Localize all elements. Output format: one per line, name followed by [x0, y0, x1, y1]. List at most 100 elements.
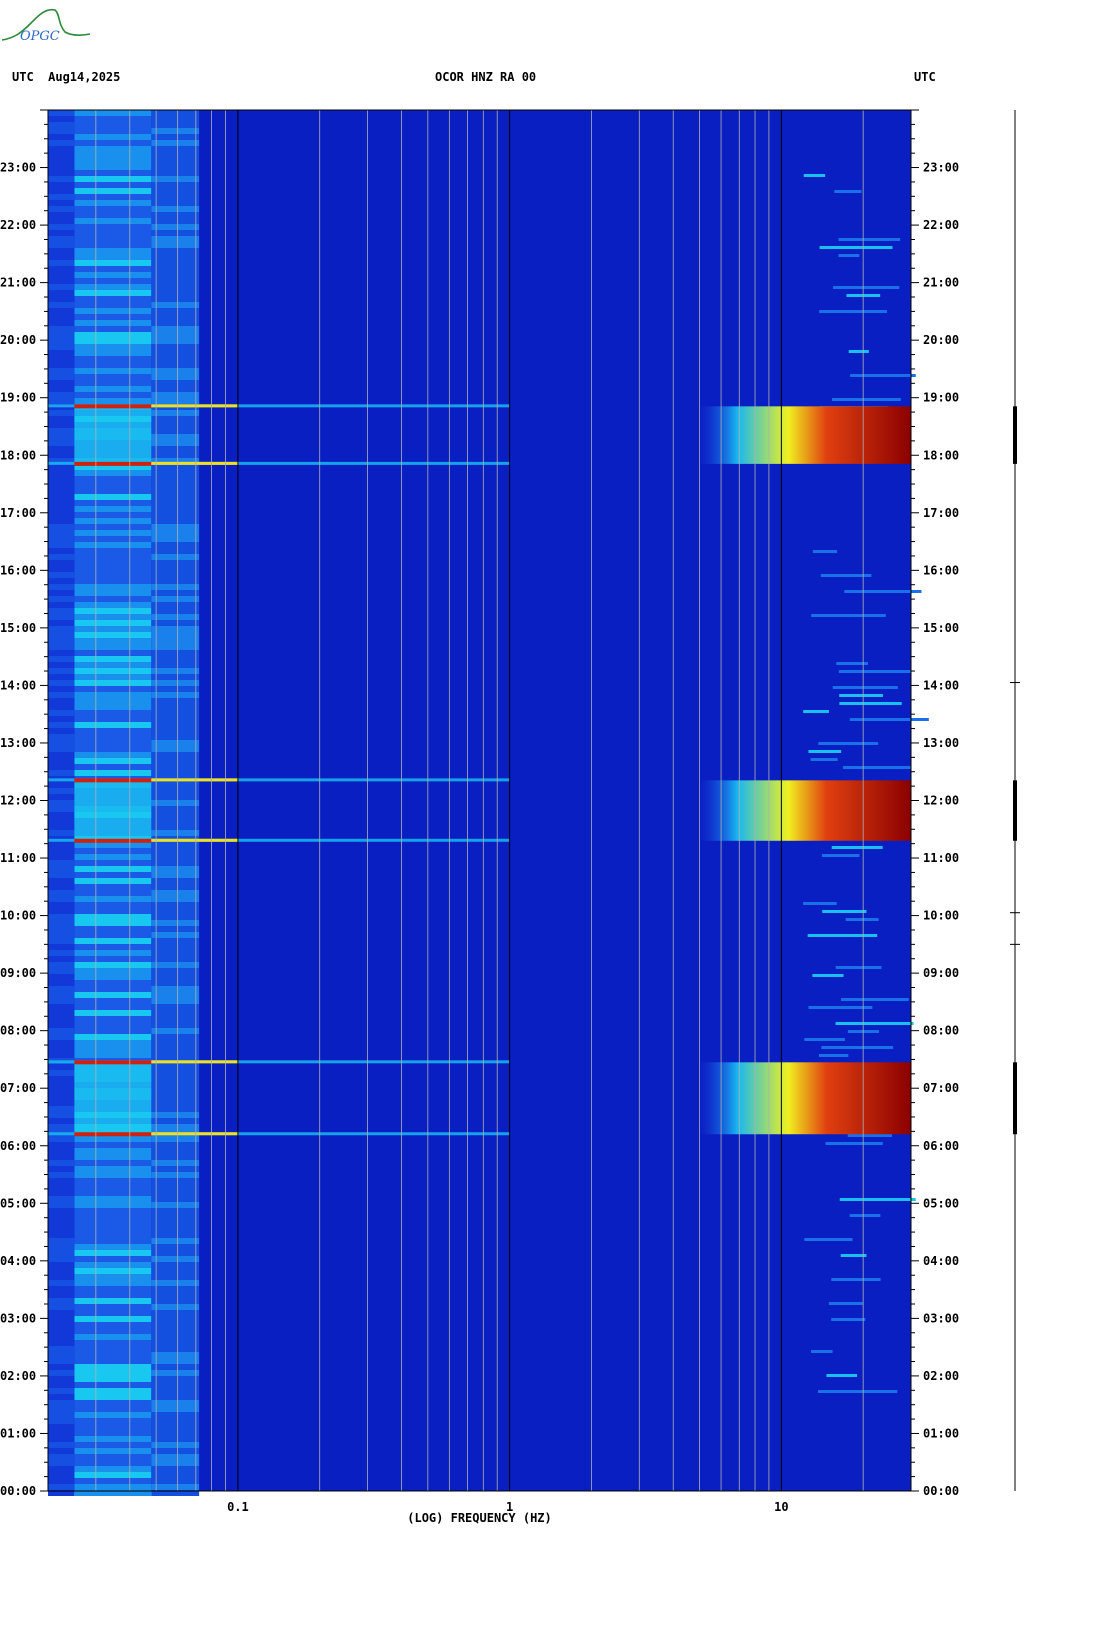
low-frequency-row [48, 554, 75, 560]
low-frequency-row [48, 1454, 75, 1460]
low-frequency-row [48, 1364, 75, 1370]
low-frequency-row [74, 548, 152, 554]
energy-line [48, 1132, 510, 1136]
low-frequency-row [48, 590, 75, 596]
low-frequency-row [74, 1196, 152, 1202]
low-frequency-row [48, 1166, 75, 1172]
low-frequency-row [48, 638, 75, 644]
energy-line-peak [74, 778, 152, 783]
low-frequency-row [151, 698, 200, 704]
low-frequency-row [48, 1106, 75, 1112]
low-frequency-row [74, 1376, 152, 1382]
low-frequency-row [48, 1340, 75, 1346]
low-frequency-row [74, 566, 152, 572]
low-frequency-row [151, 410, 200, 416]
y-tick-label-left: 03:00 [0, 1311, 36, 1325]
low-frequency-row [151, 770, 200, 776]
high-frequency-speckle [835, 1022, 914, 1025]
low-frequency-row [74, 296, 152, 302]
y-tick-label-right: 20:00 [923, 333, 959, 347]
low-frequency-row [151, 1232, 200, 1238]
low-frequency-row [74, 962, 152, 968]
low-frequency-row [48, 1250, 75, 1256]
low-frequency-row [74, 1334, 152, 1340]
low-frequency-row [48, 782, 75, 788]
low-frequency-row [74, 1406, 152, 1412]
low-frequency-row [74, 908, 152, 914]
low-frequency-row [48, 1370, 75, 1376]
low-frequency-row [48, 1382, 75, 1388]
low-frequency-row [48, 806, 75, 812]
low-frequency-row [48, 1046, 75, 1052]
low-frequency-row [48, 482, 75, 488]
low-frequency-row [74, 254, 152, 260]
high-frequency-speckle [839, 1198, 916, 1201]
low-frequency-row [151, 1190, 200, 1196]
low-frequency-row [48, 722, 75, 728]
low-frequency-row [151, 1418, 200, 1424]
low-frequency-row [48, 1154, 75, 1160]
amplitude-burst [1013, 1062, 1017, 1135]
low-frequency-row [48, 734, 75, 740]
low-frequency-row [74, 1040, 152, 1046]
low-frequency-row [74, 626, 152, 632]
low-frequency-row [151, 230, 200, 236]
low-frequency-row [151, 314, 200, 320]
low-frequency-row [48, 728, 75, 734]
low-frequency-row [48, 1094, 75, 1100]
low-frequency-row [151, 1160, 200, 1166]
low-frequency-row [74, 1448, 152, 1454]
high-frequency-speckle [811, 614, 886, 617]
high-frequency-speckle [831, 846, 883, 849]
low-frequency-row [48, 302, 75, 308]
low-frequency-row [48, 326, 75, 332]
low-frequency-row [151, 176, 200, 182]
low-frequency-row [151, 1004, 200, 1010]
low-frequency-row [74, 1346, 152, 1352]
low-frequency-row [151, 932, 200, 938]
low-frequency-row [151, 602, 200, 608]
low-frequency-row [151, 608, 200, 614]
low-frequency-row [48, 818, 75, 824]
low-frequency-row [48, 230, 75, 236]
low-frequency-row [48, 668, 75, 674]
low-frequency-row [151, 926, 200, 932]
low-frequency-row [48, 1310, 75, 1316]
low-frequency-row [74, 1298, 152, 1304]
low-frequency-row [151, 416, 200, 422]
low-frequency-row [48, 1460, 75, 1466]
low-frequency-row [151, 1202, 200, 1208]
low-frequency-row [74, 638, 152, 644]
low-frequency-row [151, 794, 200, 800]
low-frequency-row [74, 1328, 152, 1334]
low-frequency-row [48, 1172, 75, 1178]
low-frequency-row [74, 116, 152, 122]
low-frequency-row [151, 1424, 200, 1430]
low-frequency-row [48, 296, 75, 302]
low-frequency-row [151, 1358, 200, 1364]
low-frequency-row [48, 1064, 75, 1070]
high-energy-burst [699, 406, 911, 464]
y-tick-label-left: 22:00 [0, 218, 36, 232]
low-frequency-row [74, 662, 152, 668]
low-frequency-row [48, 122, 75, 128]
low-frequency-row [151, 1040, 200, 1046]
low-frequency-row [74, 1136, 152, 1142]
low-frequency-row [151, 1268, 200, 1274]
low-frequency-row [48, 1412, 75, 1418]
energy-line-mid [151, 778, 238, 782]
low-frequency-row [151, 1280, 200, 1286]
low-frequency-row [48, 1208, 75, 1214]
low-frequency-row [151, 164, 200, 170]
low-frequency-row [74, 1472, 152, 1478]
low-frequency-row [151, 734, 200, 740]
low-frequency-row [74, 896, 152, 902]
low-frequency-row [48, 1358, 75, 1364]
low-frequency-row [151, 662, 200, 668]
low-frequency-row [48, 464, 75, 470]
low-frequency-row [151, 1292, 200, 1298]
low-frequency-row [48, 1472, 75, 1478]
low-frequency-row [74, 884, 152, 890]
low-frequency-row [74, 284, 152, 290]
y-tick-label-left: 07:00 [0, 1081, 36, 1095]
